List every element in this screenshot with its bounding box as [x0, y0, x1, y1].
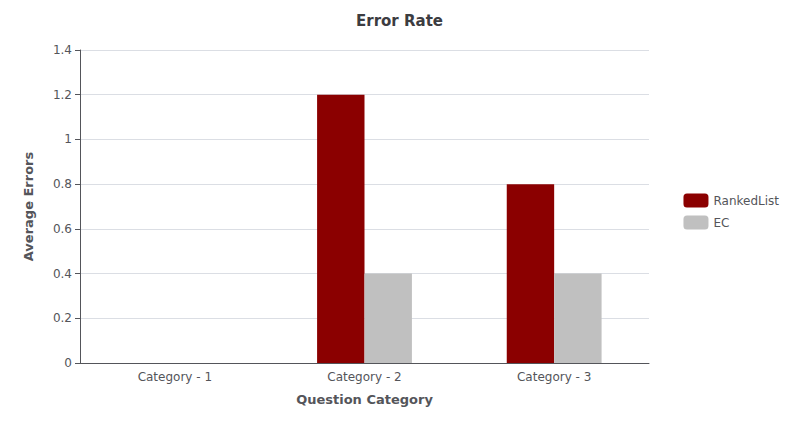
svg-text:Average Errors: Average Errors	[21, 151, 36, 261]
svg-text:0.6: 0.6	[53, 222, 72, 236]
svg-text:0.4: 0.4	[53, 267, 72, 281]
svg-text:Error Rate: Error Rate	[356, 12, 443, 30]
svg-text:0.8: 0.8	[53, 177, 72, 191]
svg-text:Category - 3: Category - 3	[517, 370, 591, 384]
svg-text:0.2: 0.2	[53, 311, 72, 325]
svg-text:0: 0	[64, 356, 72, 370]
svg-text:1: 1	[64, 132, 72, 146]
svg-text:Question Category: Question Category	[296, 392, 433, 407]
svg-text:Category - 2: Category - 2	[327, 370, 401, 384]
svg-text:EC: EC	[713, 216, 729, 230]
svg-text:1.2: 1.2	[53, 88, 72, 102]
svg-text:RankedList: RankedList	[713, 194, 779, 208]
svg-text:1.4: 1.4	[53, 43, 72, 57]
svg-text:Category - 1: Category - 1	[138, 370, 212, 384]
